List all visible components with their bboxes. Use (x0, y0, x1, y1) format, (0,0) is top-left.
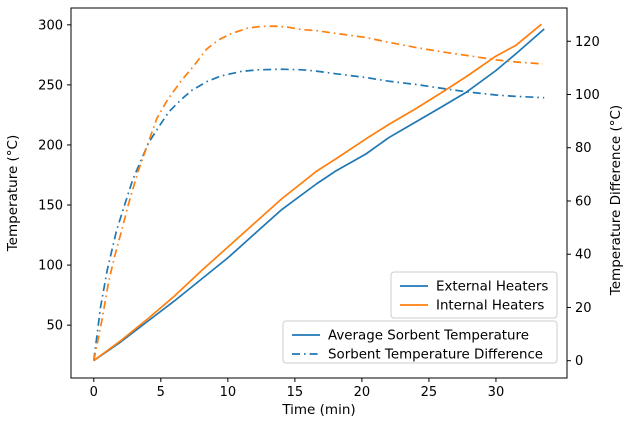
x-axis-label: Time (min) (281, 402, 355, 418)
x-tick-label: 15 (287, 385, 304, 400)
x-tick-label: 10 (220, 385, 237, 400)
ticks-layer: 0 5 10 15 20 25 30 50 100 150 200 250 300 0 20 40 60 80 10… (38, 18, 600, 400)
legend-entry-label: Internal Heaters (436, 299, 544, 314)
x-tick-label: 20 (354, 385, 371, 400)
right-y-tick-label: 20 (575, 301, 592, 316)
left-y-tick-label: 150 (38, 199, 63, 214)
left-y-tick-label: 200 (38, 138, 63, 153)
series-line-external-avg-temp (93, 28, 545, 362)
right-y-tick-label: 120 (575, 35, 600, 50)
left-y-tick-label: 50 (46, 319, 63, 334)
left-y-axis-label: Temperature (°C) (5, 135, 21, 253)
left-y-tick-label: 300 (38, 18, 63, 33)
series-layer (92, 23, 545, 362)
right-y-tick-label: 80 (575, 141, 592, 156)
left-y-tick-label: 250 (38, 78, 63, 93)
legend-line-style-legend: Average Sorbent Temperature Sorbent Tempe… (282, 320, 558, 364)
right-y-tick-label: 100 (575, 88, 600, 103)
legend-entry-label: External Heaters (436, 280, 548, 295)
right-y-tick-label: 0 (575, 354, 583, 369)
legend-box (282, 320, 558, 364)
left-y-tick-label: 100 (38, 259, 63, 274)
x-tick-label: 30 (488, 385, 505, 400)
series-line-internal-temp-difference (92, 25, 543, 361)
legend-entry-label: Sorbent Temperature Difference (328, 348, 543, 363)
legend-heaters-legend: External Heaters Internal Heaters (390, 271, 558, 319)
plot-border (70, 7, 568, 379)
legend-box (390, 271, 558, 319)
right-y-axis-label: Temperature Difference (°C) (608, 105, 624, 296)
legends-layer: External Heaters Internal Heaters Average … (282, 271, 558, 364)
legend-entry-label: Average Sorbent Temperature (328, 329, 529, 344)
series-line-internal-avg-temp (93, 23, 543, 362)
series-line-external-temp-difference (92, 68, 545, 361)
right-y-tick-label: 40 (575, 248, 592, 263)
x-tick-label: 25 (421, 385, 438, 400)
x-tick-label: 5 (157, 385, 165, 400)
right-y-tick-label: 60 (575, 194, 592, 209)
x-tick-label: 0 (90, 385, 98, 400)
